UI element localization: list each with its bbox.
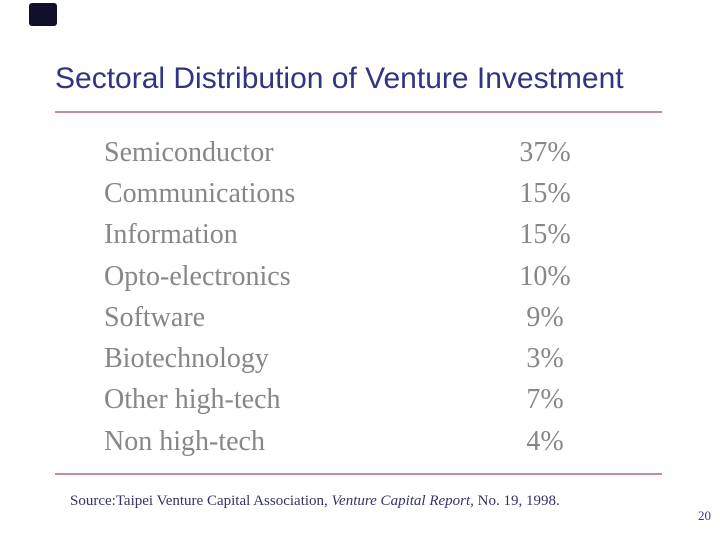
top-divider-line — [55, 111, 662, 113]
table-row: Communications 15% — [104, 173, 600, 214]
sector-label: Semiconductor — [104, 136, 274, 168]
sector-label: Information — [104, 219, 238, 251]
sector-label: Non high-tech — [104, 425, 265, 457]
source-line: Source:Taipei Venture Capital Associatio… — [70, 492, 560, 510]
corner-accent-shape — [29, 3, 57, 26]
sector-label: Biotechnology — [104, 343, 269, 375]
sector-value: 37% — [519, 136, 571, 168]
page-number: 20 — [698, 508, 711, 523]
table-row: Biotechnology 3% — [104, 338, 600, 379]
table-row: Other high-tech 7% — [104, 380, 600, 421]
sector-value: 4% — [526, 425, 564, 457]
table-row: Non high-tech 4% — [104, 421, 600, 462]
table-row: Information 15% — [104, 215, 600, 256]
sector-label: Other high-tech — [104, 384, 281, 416]
source-italic-title: Venture Capital Report — [331, 493, 471, 509]
sector-value: 9% — [526, 301, 564, 333]
sector-value: 10% — [519, 260, 571, 292]
table-row: Semiconductor 37% — [104, 132, 600, 173]
sector-value: 3% — [526, 343, 564, 375]
source-suffix: , No. 19, 1998. — [470, 493, 560, 509]
sector-label: Software — [104, 301, 206, 333]
slide-title: Sectoral Distribution of Venture Investm… — [55, 62, 624, 95]
sector-value: 15% — [519, 219, 571, 251]
table-row: Opto-electronics 10% — [104, 256, 600, 297]
sector-label: Communications — [104, 177, 296, 209]
sector-label: Opto-electronics — [104, 260, 291, 292]
sector-value: 15% — [519, 177, 571, 209]
sector-value: 7% — [526, 384, 564, 416]
table-row: Software 9% — [104, 297, 600, 338]
source-prefix: Source:Taipei Venture Capital Associatio… — [70, 493, 332, 509]
sector-table: Semiconductor 37% Communications 15% Inf… — [104, 132, 600, 462]
bottom-divider-line — [55, 473, 662, 475]
